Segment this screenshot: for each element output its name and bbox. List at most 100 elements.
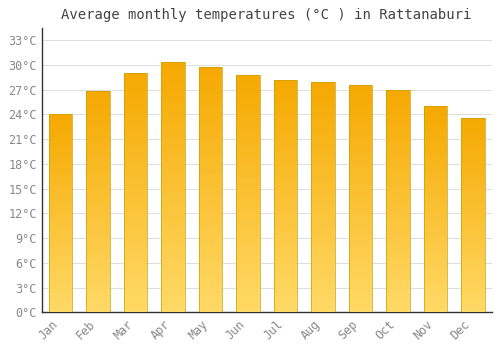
Bar	[312, 183, 334, 186]
Bar	[236, 210, 260, 213]
Bar	[424, 141, 447, 143]
Bar	[312, 232, 334, 234]
Bar	[462, 309, 484, 310]
Bar	[312, 174, 334, 177]
Bar	[462, 285, 484, 287]
Bar	[274, 152, 297, 154]
Bar	[386, 127, 409, 130]
Bar	[86, 217, 110, 219]
Bar	[124, 253, 147, 255]
Bar	[124, 109, 147, 111]
Bar	[274, 121, 297, 124]
Bar	[86, 169, 110, 171]
Bar	[86, 204, 110, 206]
Bar	[236, 101, 260, 103]
Bar	[274, 196, 297, 198]
Bar	[312, 287, 334, 289]
Bar	[274, 182, 297, 184]
Bar	[274, 292, 297, 294]
Bar	[462, 223, 484, 225]
Bar	[86, 244, 110, 246]
Bar	[462, 303, 484, 305]
Bar	[462, 177, 484, 178]
Bar	[349, 258, 372, 260]
Bar	[49, 158, 72, 160]
Bar	[162, 77, 184, 80]
Bar	[274, 243, 297, 245]
Bar	[162, 150, 184, 152]
Bar	[162, 265, 184, 267]
Bar	[424, 189, 447, 191]
Bar	[312, 142, 334, 144]
Bar	[49, 120, 72, 122]
Bar	[462, 122, 484, 124]
Bar	[199, 200, 222, 202]
Bar	[86, 140, 110, 142]
Bar	[424, 168, 447, 170]
Bar	[386, 119, 409, 121]
Bar	[386, 181, 409, 183]
Bar	[162, 223, 184, 225]
Bar	[462, 198, 484, 200]
Bar	[86, 93, 110, 96]
Bar	[124, 241, 147, 243]
Bar	[424, 178, 447, 180]
Bar	[199, 153, 222, 155]
Bar	[199, 141, 222, 143]
Bar	[274, 306, 297, 308]
Bar	[124, 190, 147, 193]
Bar	[124, 281, 147, 284]
Bar	[424, 218, 447, 219]
Bar	[462, 307, 484, 309]
Bar	[274, 149, 297, 152]
Bar	[49, 299, 72, 301]
Bar	[424, 201, 447, 203]
Bar	[162, 160, 184, 162]
Bar	[236, 208, 260, 210]
Bar	[386, 132, 409, 134]
Bar	[199, 158, 222, 160]
Bar	[424, 152, 447, 154]
Bar	[86, 239, 110, 242]
Bar	[386, 290, 409, 293]
Bar	[236, 182, 260, 184]
Bar	[49, 156, 72, 158]
Bar	[462, 221, 484, 223]
Bar	[162, 255, 184, 258]
Bar	[386, 159, 409, 161]
Bar	[236, 165, 260, 167]
Bar	[124, 301, 147, 303]
Bar	[124, 207, 147, 210]
Bar	[236, 277, 260, 279]
Bar	[162, 285, 184, 287]
Bar	[199, 310, 222, 313]
Bar	[49, 209, 72, 211]
Bar	[274, 175, 297, 177]
Bar	[462, 256, 484, 258]
Bar	[312, 227, 334, 230]
Bar	[86, 233, 110, 235]
Bar	[274, 247, 297, 250]
Bar	[349, 228, 372, 230]
Bar	[462, 181, 484, 182]
Bar	[199, 128, 222, 131]
Bar	[349, 196, 372, 198]
Bar	[349, 123, 372, 126]
Bar	[236, 94, 260, 96]
Bar	[349, 128, 372, 130]
Bar	[236, 86, 260, 89]
Bar	[162, 152, 184, 155]
Bar	[349, 103, 372, 105]
Bar	[274, 198, 297, 201]
Bar	[124, 200, 147, 202]
Bar	[49, 283, 72, 285]
Bar	[199, 193, 222, 195]
Bar	[386, 279, 409, 281]
Bar	[236, 127, 260, 130]
Bar	[199, 298, 222, 300]
Bar	[349, 160, 372, 162]
Bar	[236, 217, 260, 220]
Bar	[199, 185, 222, 188]
Bar	[349, 240, 372, 242]
Bar	[274, 294, 297, 296]
